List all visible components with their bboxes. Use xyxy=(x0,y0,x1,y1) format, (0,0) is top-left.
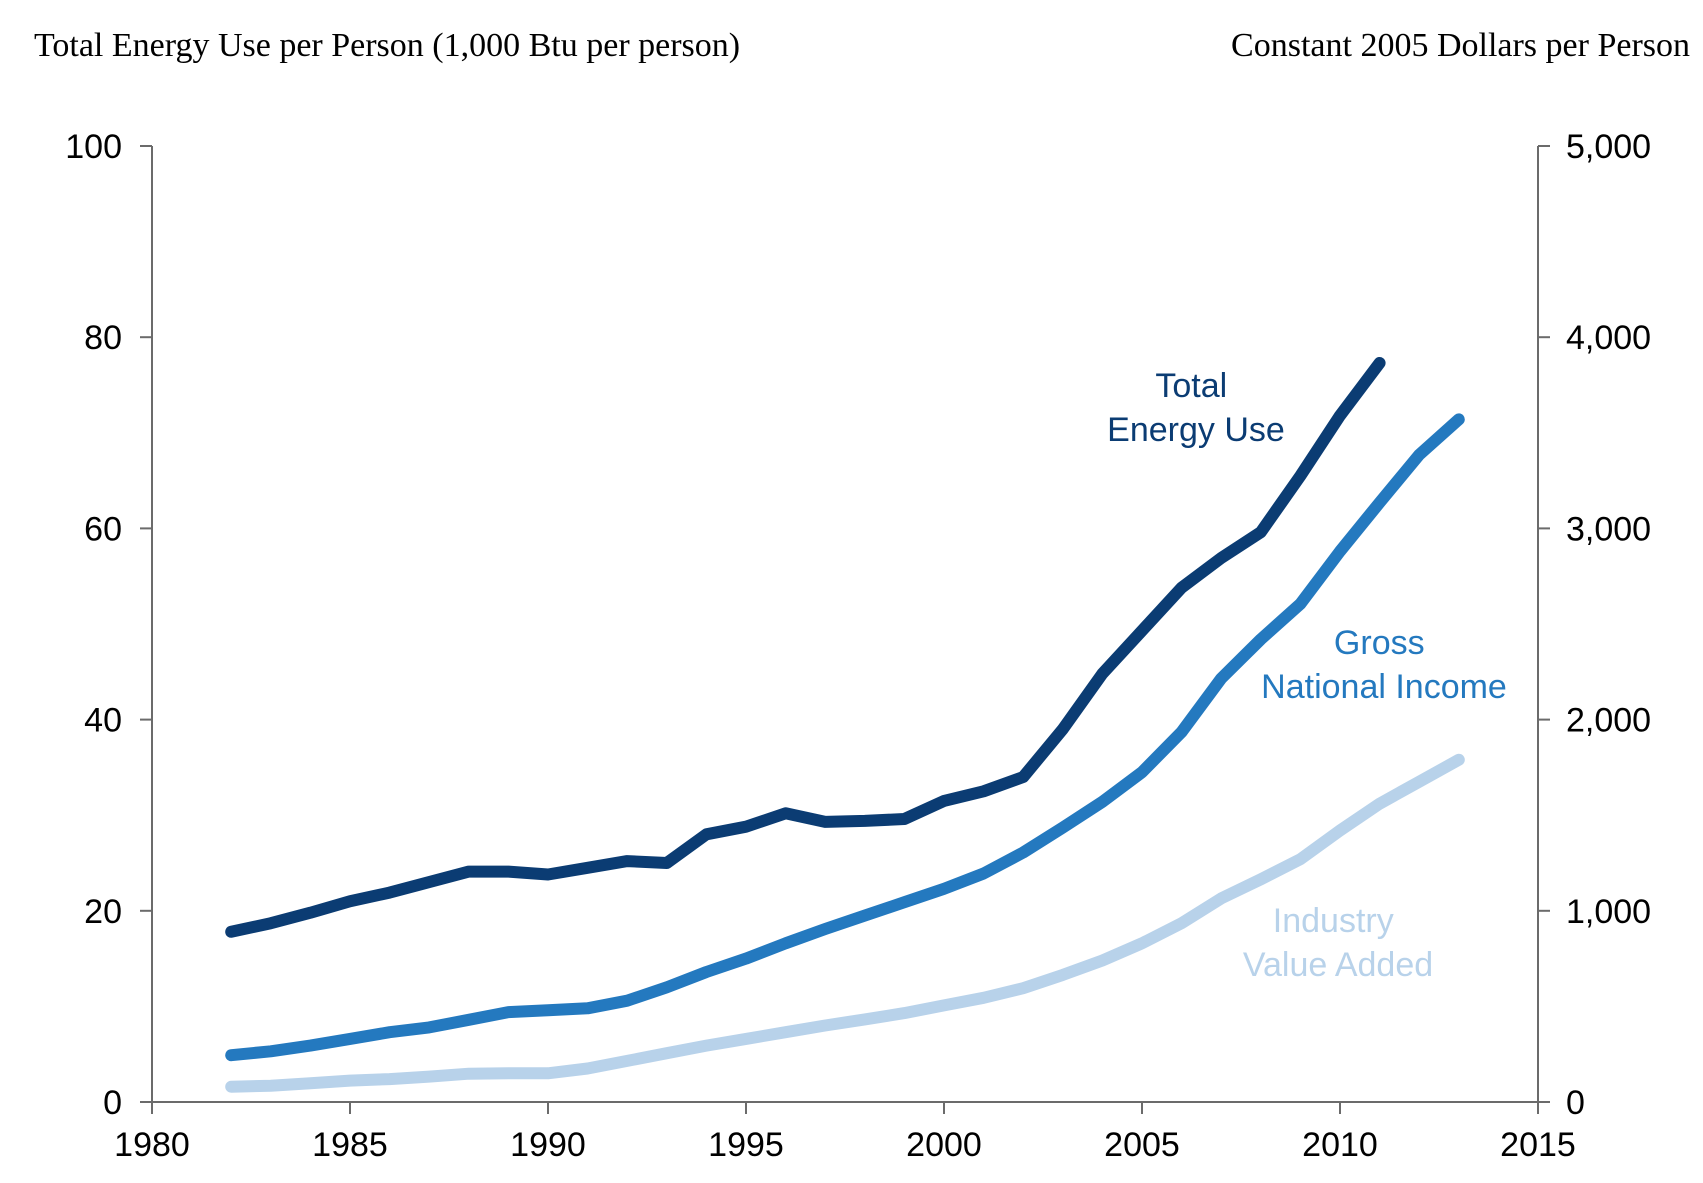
series-label-industry-value-added: Industry Value Added xyxy=(1243,902,1433,984)
y-left-tick-label: 40 xyxy=(84,702,122,740)
y-right-tick-label: 5,000 xyxy=(1566,128,1651,166)
series-line-industry-value-added xyxy=(225,753,1465,1093)
series-label-line: National Income xyxy=(1261,668,1507,706)
series-lines xyxy=(225,357,1465,1093)
y-left-tick-label: 0 xyxy=(103,1084,122,1122)
ticks: 1980 1985 1990 1995 2000 2005 2010 2015 0 20 40 60 8… xyxy=(65,128,1651,1164)
x-tick-label: 1980 xyxy=(114,1126,190,1164)
y-left-tick-label: 100 xyxy=(65,128,122,166)
y-right-tick-label: 3,000 xyxy=(1566,510,1651,548)
series-label-total-energy-use: Total Energy Use xyxy=(1107,367,1285,449)
series-label-line: Value Added xyxy=(1243,946,1433,984)
x-tick-label: 2010 xyxy=(1302,1126,1378,1164)
series-line-total-energy-use xyxy=(225,357,1386,938)
series-label-line: Energy Use xyxy=(1107,411,1285,449)
y-right-tick-label: 4,000 xyxy=(1566,319,1651,357)
left-axis-title: Total Energy Use per Person (1,000 Btu p… xyxy=(34,27,740,64)
x-tick-label: 2015 xyxy=(1500,1126,1576,1164)
y-left-tick-label: 20 xyxy=(84,893,122,931)
series-label-line: Industry xyxy=(1273,902,1394,940)
x-tick-label: 1985 xyxy=(312,1126,388,1164)
series-label-line: Gross xyxy=(1334,624,1425,662)
series-labels: Total Energy Use Gross National Income I… xyxy=(1107,367,1507,984)
series-label-gross-national-income: Gross National Income xyxy=(1261,624,1507,706)
x-tick-label: 2005 xyxy=(1104,1126,1180,1164)
y-right-tick-label: 2,000 xyxy=(1566,702,1651,740)
series-label-line: Total xyxy=(1155,367,1227,405)
x-tick-label: 1990 xyxy=(510,1126,586,1164)
right-axis-title: Constant 2005 Dollars per Person xyxy=(1231,27,1690,64)
y-left-tick-label: 80 xyxy=(84,319,122,357)
x-tick-label: 1995 xyxy=(708,1126,784,1164)
axes xyxy=(151,146,1539,1103)
x-tick-label: 2000 xyxy=(906,1126,982,1164)
series-line-gross-national-income xyxy=(225,413,1465,1062)
y-right-tick-label: 1,000 xyxy=(1566,893,1651,931)
y-left-tick-label: 60 xyxy=(84,510,122,548)
y-right-tick-label: 0 xyxy=(1566,1084,1585,1122)
